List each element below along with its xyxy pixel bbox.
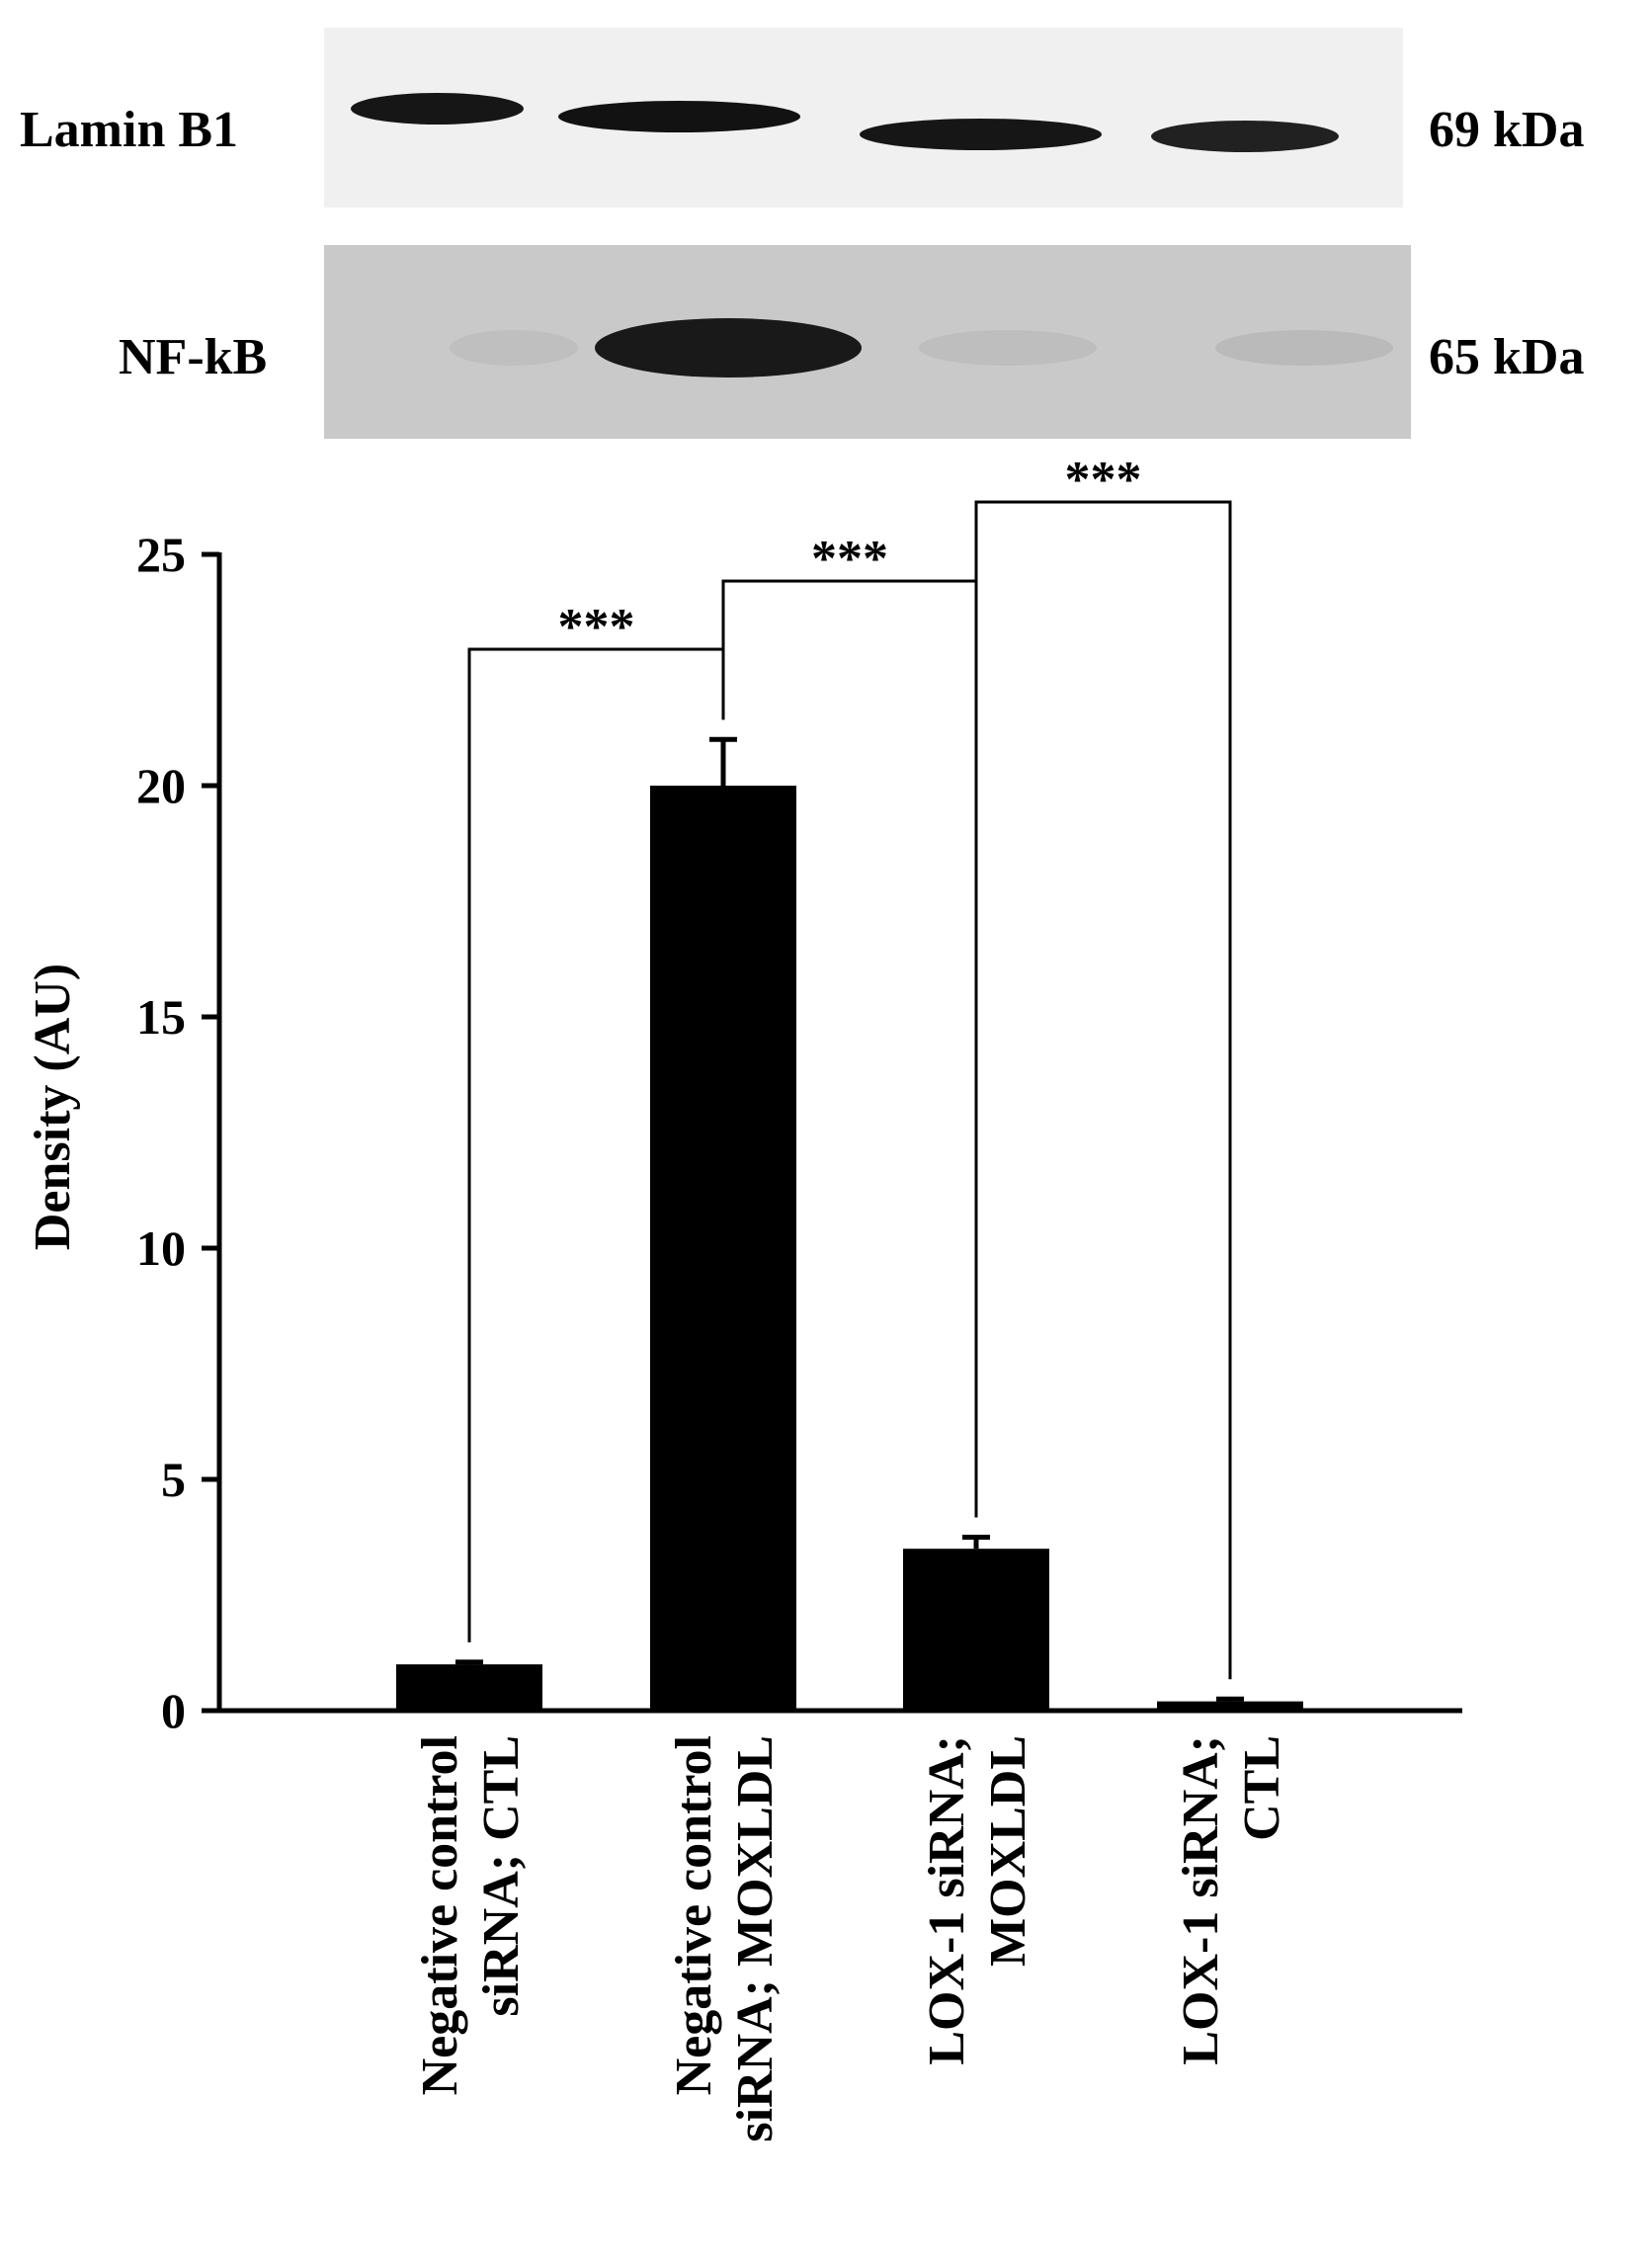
nf-kb-band: [595, 318, 862, 378]
significance-label: ***: [811, 531, 888, 587]
significance-label: ***: [558, 599, 635, 655]
lamin-b1-band: [860, 119, 1102, 150]
blot-label-nf-kb: NF-kB: [119, 329, 267, 385]
bar-chart: 0 5 10 15 20 25 *** *** *** Density (AU) Negati…: [25, 452, 1462, 2142]
x-tick-label: siRNA; MOXLDL: [727, 1735, 784, 2142]
bar: [650, 786, 796, 1711]
bar: [396, 1664, 542, 1711]
nf-kb-band: [450, 330, 578, 366]
bars: [396, 786, 1303, 1711]
x-tick-label: Negative control: [666, 1735, 722, 2095]
blot-strip-nf-kb: [324, 245, 1411, 439]
x-axis-labels: Negative control siRNA; CTL Negative contr…: [412, 1735, 1290, 2142]
significance-label: ***: [1065, 452, 1142, 508]
blot-mw-lamin-b1: 69 kDa: [1429, 102, 1584, 158]
lamin-b1-band: [351, 93, 524, 125]
y-tick-label: 15: [136, 989, 186, 1045]
y-tick-label: 5: [161, 1452, 186, 1507]
y-tick-label: 10: [136, 1220, 186, 1276]
blot-label-lamin-b1: Lamin B1: [20, 102, 238, 158]
y-tick-label: 25: [136, 527, 186, 582]
blot-mw-nf-kb: 65 kDa: [1429, 329, 1584, 385]
x-tick-label: Negative control: [412, 1735, 468, 2095]
bar: [903, 1549, 1049, 1711]
x-tick-label: CTL: [1234, 1735, 1290, 1841]
y-tick-label: 20: [136, 758, 186, 813]
x-tick-label: LOX-1 siRNA;: [1173, 1735, 1229, 2065]
lamin-b1-band: [558, 101, 800, 132]
y-axis-ticks: 0 5 10 15 20 25: [136, 527, 219, 1738]
y-axis-label: Density (AU): [25, 964, 81, 1250]
x-tick-label: MOXLDL: [980, 1735, 1036, 1967]
nf-kb-band: [919, 330, 1097, 366]
lamin-b1-band: [1151, 121, 1339, 152]
y-tick-label: 0: [161, 1683, 186, 1738]
western-blot: Lamin B1 69 kDa NF-kB 65 kDa: [20, 28, 1584, 439]
x-tick-label: LOX-1 siRNA;: [919, 1735, 975, 2065]
significance-bracket: [974, 500, 1232, 1680]
blot-bands: [351, 93, 1393, 378]
significance-brackets: *** *** ***: [467, 452, 1232, 1680]
bar: [1157, 1701, 1303, 1711]
nf-kb-band: [1215, 330, 1393, 366]
x-tick-label: siRNA; CTL: [473, 1735, 530, 2017]
error-bars: [455, 736, 1244, 1702]
